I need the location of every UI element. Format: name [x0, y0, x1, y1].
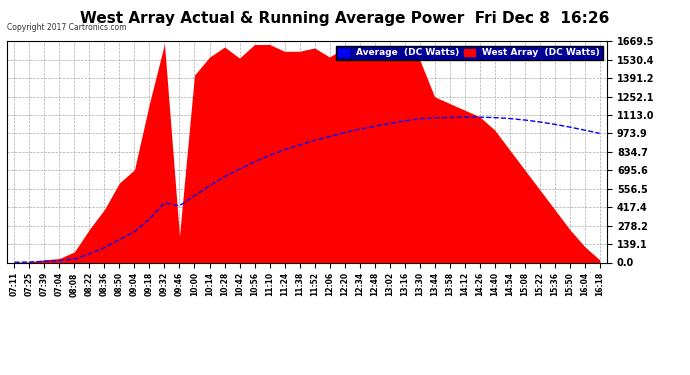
Legend: Average  (DC Watts), West Array  (DC Watts): Average (DC Watts), West Array (DC Watts… [335, 46, 602, 60]
Text: Copyright 2017 Cartronics.com: Copyright 2017 Cartronics.com [7, 22, 126, 32]
Text: West Array Actual & Running Average Power  Fri Dec 8  16:26: West Array Actual & Running Average Powe… [80, 11, 610, 26]
